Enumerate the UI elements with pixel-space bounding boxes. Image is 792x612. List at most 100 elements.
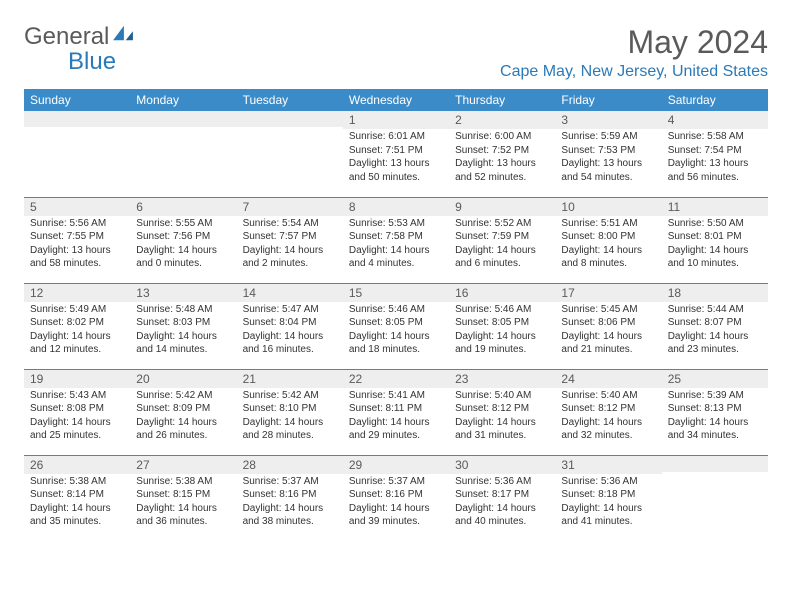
daylight-text: Daylight: 14 hours — [561, 416, 655, 430]
sunrise-text: Sunrise: 5:55 AM — [136, 217, 230, 231]
day-detail: Sunrise: 5:55 AMSunset: 7:56 PMDaylight:… — [130, 216, 236, 275]
daylight-text: Daylight: 14 hours — [561, 244, 655, 258]
day-number: 17 — [555, 284, 661, 302]
day-number: 13 — [130, 284, 236, 302]
daylight-text: Daylight: 14 hours — [668, 330, 762, 344]
day-detail: Sunrise: 5:44 AMSunset: 8:07 PMDaylight:… — [662, 302, 768, 361]
location-text: Cape May, New Jersey, United States — [500, 63, 768, 81]
sunrise-text: Sunrise: 5:58 AM — [668, 130, 762, 144]
daylight-text: Daylight: 14 hours — [136, 416, 230, 430]
day-number: 29 — [343, 456, 449, 474]
sunset-text: Sunset: 7:51 PM — [349, 144, 443, 158]
sunrise-text: Sunrise: 6:01 AM — [349, 130, 443, 144]
empty-day — [130, 111, 236, 127]
day-cell — [237, 111, 343, 197]
day-number: 5 — [24, 198, 130, 216]
sunset-text: Sunset: 7:55 PM — [30, 230, 124, 244]
sunset-text: Sunset: 8:15 PM — [136, 488, 230, 502]
daylight-text-2: and 21 minutes. — [561, 343, 655, 357]
daylight-text: Daylight: 14 hours — [349, 416, 443, 430]
day-cell: 12Sunrise: 5:49 AMSunset: 8:02 PMDayligh… — [24, 283, 130, 369]
day-detail: Sunrise: 5:40 AMSunset: 8:12 PMDaylight:… — [555, 388, 661, 447]
day-cell — [24, 111, 130, 197]
day-number: 11 — [662, 198, 768, 216]
daylight-text-2: and 12 minutes. — [30, 343, 124, 357]
day-detail: Sunrise: 5:53 AMSunset: 7:58 PMDaylight:… — [343, 216, 449, 275]
day-detail: Sunrise: 5:42 AMSunset: 8:09 PMDaylight:… — [130, 388, 236, 447]
sunset-text: Sunset: 8:16 PM — [349, 488, 443, 502]
sunrise-text: Sunrise: 5:36 AM — [561, 475, 655, 489]
day-cell — [662, 455, 768, 541]
day-cell: 20Sunrise: 5:42 AMSunset: 8:09 PMDayligh… — [130, 369, 236, 455]
sunrise-text: Sunrise: 5:37 AM — [349, 475, 443, 489]
day-number: 24 — [555, 370, 661, 388]
week-row: 1Sunrise: 6:01 AMSunset: 7:51 PMDaylight… — [24, 111, 768, 197]
sunrise-text: Sunrise: 5:53 AM — [349, 217, 443, 231]
daylight-text: Daylight: 14 hours — [136, 244, 230, 258]
daylight-text: Daylight: 14 hours — [30, 330, 124, 344]
day-number: 23 — [449, 370, 555, 388]
day-detail: Sunrise: 5:37 AMSunset: 8:16 PMDaylight:… — [343, 474, 449, 533]
sunrise-text: Sunrise: 5:54 AM — [243, 217, 337, 231]
daylight-text-2: and 54 minutes. — [561, 171, 655, 185]
sunset-text: Sunset: 8:02 PM — [30, 316, 124, 330]
daylight-text: Daylight: 13 hours — [30, 244, 124, 258]
daylight-text: Daylight: 14 hours — [561, 330, 655, 344]
day-number: 16 — [449, 284, 555, 302]
daylight-text-2: and 10 minutes. — [668, 257, 762, 271]
daylight-text-2: and 56 minutes. — [668, 171, 762, 185]
daylight-text: Daylight: 14 hours — [455, 416, 549, 430]
sunrise-text: Sunrise: 5:46 AM — [349, 303, 443, 317]
day-number: 30 — [449, 456, 555, 474]
daylight-text-2: and 28 minutes. — [243, 429, 337, 443]
sunset-text: Sunset: 8:18 PM — [561, 488, 655, 502]
sunrise-text: Sunrise: 5:40 AM — [561, 389, 655, 403]
day-number: 10 — [555, 198, 661, 216]
day-detail: Sunrise: 5:37 AMSunset: 8:16 PMDaylight:… — [237, 474, 343, 533]
daylight-text: Daylight: 14 hours — [243, 330, 337, 344]
sunset-text: Sunset: 8:16 PM — [243, 488, 337, 502]
day-detail: Sunrise: 5:42 AMSunset: 8:10 PMDaylight:… — [237, 388, 343, 447]
day-cell: 4Sunrise: 5:58 AMSunset: 7:54 PMDaylight… — [662, 111, 768, 197]
daylight-text: Daylight: 14 hours — [668, 244, 762, 258]
day-detail: Sunrise: 5:36 AMSunset: 8:17 PMDaylight:… — [449, 474, 555, 533]
daylight-text-2: and 40 minutes. — [455, 515, 549, 529]
day-header-row: SundayMondayTuesdayWednesdayThursdayFrid… — [24, 89, 768, 111]
sunrise-text: Sunrise: 5:45 AM — [561, 303, 655, 317]
calendar-table: SundayMondayTuesdayWednesdayThursdayFrid… — [24, 89, 768, 541]
logo: GeneralBlue — [24, 24, 135, 74]
daylight-text-2: and 14 minutes. — [136, 343, 230, 357]
day-detail: Sunrise: 5:47 AMSunset: 8:04 PMDaylight:… — [237, 302, 343, 361]
daylight-text-2: and 23 minutes. — [668, 343, 762, 357]
day-cell: 29Sunrise: 5:37 AMSunset: 8:16 PMDayligh… — [343, 455, 449, 541]
day-cell: 11Sunrise: 5:50 AMSunset: 8:01 PMDayligh… — [662, 197, 768, 283]
day-cell: 23Sunrise: 5:40 AMSunset: 8:12 PMDayligh… — [449, 369, 555, 455]
logo-sail-icon — [111, 24, 135, 42]
sunset-text: Sunset: 8:10 PM — [243, 402, 337, 416]
daylight-text-2: and 52 minutes. — [455, 171, 549, 185]
day-number: 27 — [130, 456, 236, 474]
daylight-text: Daylight: 13 hours — [561, 157, 655, 171]
day-cell: 28Sunrise: 5:37 AMSunset: 8:16 PMDayligh… — [237, 455, 343, 541]
sunset-text: Sunset: 8:12 PM — [455, 402, 549, 416]
title-block: May 2024 Cape May, New Jersey, United St… — [500, 24, 768, 81]
day-cell: 2Sunrise: 6:00 AMSunset: 7:52 PMDaylight… — [449, 111, 555, 197]
day-detail: Sunrise: 6:01 AMSunset: 7:51 PMDaylight:… — [343, 129, 449, 188]
day-detail: Sunrise: 5:59 AMSunset: 7:53 PMDaylight:… — [555, 129, 661, 188]
daylight-text: Daylight: 14 hours — [243, 244, 337, 258]
day-detail: Sunrise: 5:43 AMSunset: 8:08 PMDaylight:… — [24, 388, 130, 447]
day-cell: 25Sunrise: 5:39 AMSunset: 8:13 PMDayligh… — [662, 369, 768, 455]
day-cell: 16Sunrise: 5:46 AMSunset: 8:05 PMDayligh… — [449, 283, 555, 369]
page-header: GeneralBlue May 2024 Cape May, New Jerse… — [24, 24, 768, 81]
day-cell: 7Sunrise: 5:54 AMSunset: 7:57 PMDaylight… — [237, 197, 343, 283]
day-number: 20 — [130, 370, 236, 388]
sunset-text: Sunset: 8:07 PM — [668, 316, 762, 330]
day-number: 14 — [237, 284, 343, 302]
sunrise-text: Sunrise: 5:56 AM — [30, 217, 124, 231]
sunrise-text: Sunrise: 5:38 AM — [30, 475, 124, 489]
sunset-text: Sunset: 8:09 PM — [136, 402, 230, 416]
sunrise-text: Sunrise: 5:43 AM — [30, 389, 124, 403]
day-detail: Sunrise: 5:40 AMSunset: 8:12 PMDaylight:… — [449, 388, 555, 447]
sunset-text: Sunset: 8:08 PM — [30, 402, 124, 416]
day-number: 12 — [24, 284, 130, 302]
